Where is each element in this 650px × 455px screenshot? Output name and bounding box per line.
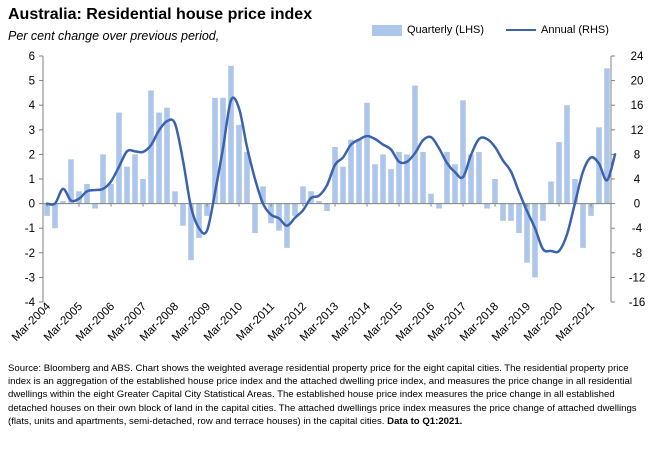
bar bbox=[316, 201, 322, 204]
bar bbox=[516, 203, 522, 234]
bar bbox=[588, 203, 594, 216]
bar bbox=[444, 151, 450, 204]
bar bbox=[164, 107, 170, 204]
bar bbox=[372, 164, 378, 204]
bar bbox=[404, 154, 410, 204]
bar bbox=[324, 203, 330, 211]
bar bbox=[540, 203, 546, 221]
chart-title: Australia: Residential house price index bbox=[8, 6, 313, 23]
bar bbox=[548, 181, 554, 204]
bar bbox=[604, 68, 610, 204]
bar bbox=[252, 203, 258, 234]
left-tick-label: 4 bbox=[29, 100, 36, 112]
bar bbox=[132, 154, 138, 204]
bar bbox=[92, 203, 98, 209]
bar bbox=[532, 203, 538, 278]
bar bbox=[60, 201, 66, 204]
right-tick-label: 4 bbox=[634, 174, 641, 186]
right-tick-label: -12 bbox=[629, 272, 646, 284]
bar bbox=[396, 151, 402, 204]
right-tick-label: 8 bbox=[634, 149, 640, 161]
left-tick-label: -3 bbox=[25, 272, 35, 284]
bar bbox=[500, 203, 506, 221]
bar bbox=[260, 186, 266, 204]
bar bbox=[364, 102, 370, 204]
chart-plot: -4-3-2-10123456-16-12-8-404812162024Mar-… bbox=[10, 51, 646, 344]
bar bbox=[116, 112, 122, 204]
bar bbox=[236, 124, 242, 204]
bar bbox=[556, 142, 562, 204]
bar bbox=[340, 166, 346, 204]
bar bbox=[188, 203, 194, 261]
right-tick-label: -8 bbox=[632, 248, 642, 260]
bar bbox=[388, 169, 394, 204]
source-note: Source: Bloomberg and ABS. Chart shows t… bbox=[8, 362, 644, 428]
right-tick-label: 12 bbox=[631, 125, 644, 137]
bar bbox=[52, 203, 58, 229]
bar bbox=[476, 151, 482, 204]
bar bbox=[484, 203, 490, 209]
chart-subtitle: Per cent change over previous period, bbox=[8, 29, 220, 43]
legend-label-quarterly: Quarterly (LHS) bbox=[407, 24, 485, 36]
left-tick-label: -4 bbox=[25, 297, 36, 309]
bar bbox=[380, 154, 386, 204]
bar bbox=[100, 154, 106, 204]
bar bbox=[228, 65, 234, 204]
bar bbox=[124, 166, 130, 204]
bar bbox=[580, 203, 586, 248]
bar bbox=[196, 203, 202, 239]
left-tick-label: 2 bbox=[29, 149, 35, 161]
bar bbox=[212, 97, 218, 204]
left-tick-label: 5 bbox=[29, 76, 35, 88]
right-tick-label: 16 bbox=[631, 100, 644, 112]
source-text: Source: Bloomberg and ABS. Chart shows t… bbox=[8, 363, 637, 427]
bar bbox=[180, 203, 186, 226]
bar bbox=[412, 85, 418, 204]
bar bbox=[172, 191, 178, 204]
bar bbox=[524, 203, 530, 263]
left-tick-label: 3 bbox=[29, 125, 35, 137]
legend: Quarterly (LHS) Annual (RHS) bbox=[372, 24, 609, 36]
bar bbox=[332, 147, 338, 204]
left-tick-label: -1 bbox=[25, 223, 35, 235]
left-tick-label: 6 bbox=[29, 51, 35, 63]
bar bbox=[44, 203, 50, 216]
right-tick-label: 20 bbox=[631, 76, 644, 88]
right-tick-label: 0 bbox=[634, 199, 640, 211]
bar bbox=[84, 183, 90, 204]
bar bbox=[244, 151, 250, 204]
bar bbox=[348, 139, 354, 204]
legend-label-annual: Annual (RHS) bbox=[541, 24, 609, 36]
bar bbox=[420, 151, 426, 204]
legend-swatch-quarterly bbox=[372, 24, 402, 36]
bar bbox=[156, 112, 162, 204]
bar bbox=[356, 139, 362, 204]
bar bbox=[108, 183, 114, 204]
bar bbox=[68, 159, 74, 204]
left-tick-label: -2 bbox=[25, 248, 35, 260]
bar bbox=[428, 193, 434, 204]
bar bbox=[436, 203, 442, 209]
right-tick-label: -4 bbox=[632, 223, 643, 235]
left-tick-label: 1 bbox=[29, 174, 35, 186]
right-tick-label: -16 bbox=[629, 297, 646, 309]
source-data-note: Data to Q1:2021. bbox=[387, 415, 463, 427]
bar bbox=[140, 179, 146, 204]
left-tick-label: 0 bbox=[29, 199, 35, 211]
legend-swatch-annual bbox=[506, 28, 537, 32]
bar bbox=[204, 203, 210, 216]
bar bbox=[468, 154, 474, 204]
bar bbox=[564, 105, 570, 204]
bar bbox=[452, 164, 458, 204]
bar bbox=[508, 203, 514, 221]
bar bbox=[460, 100, 466, 204]
right-tick-label: 24 bbox=[631, 51, 644, 63]
bar bbox=[300, 186, 306, 204]
bar bbox=[292, 203, 298, 216]
bar bbox=[492, 179, 498, 204]
bar bbox=[572, 179, 578, 204]
annual-line bbox=[45, 96, 617, 254]
